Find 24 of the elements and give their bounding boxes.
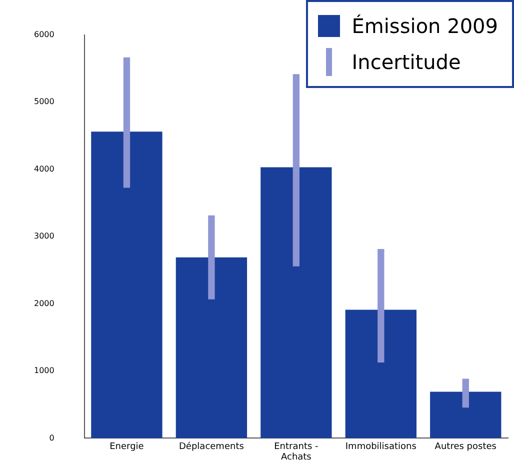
bar: [91, 132, 162, 438]
legend-label: Émission 2009: [352, 14, 498, 38]
bar: [208, 215, 215, 300]
bar: [378, 248, 384, 363]
bar: [260, 167, 332, 438]
bar: [292, 74, 300, 266]
bar: [176, 257, 248, 438]
y-tick-label: 3000: [34, 232, 54, 241]
y-tick-label: 4000: [34, 164, 54, 174]
y-tick-label: 5000: [34, 97, 54, 106]
bar: [345, 310, 416, 438]
x-tick-label: Immobilisations: [345, 442, 417, 452]
x-tick-label: Entrants - Achats: [274, 442, 318, 463]
bar: [123, 57, 130, 188]
legend-label: Incertitude: [352, 50, 461, 74]
y-tick-label: 1000: [34, 366, 54, 376]
x-tick-label: Energie: [110, 442, 144, 452]
bar: [462, 378, 469, 408]
y-tick-label: 0: [49, 433, 54, 442]
x-tick-label: Autres postes: [434, 442, 497, 452]
x-tick-label: Déplacements: [178, 440, 244, 452]
bar: [430, 392, 502, 438]
y-tick-label: 6000: [34, 30, 54, 39]
y-tick-label: 2000: [34, 298, 54, 308]
